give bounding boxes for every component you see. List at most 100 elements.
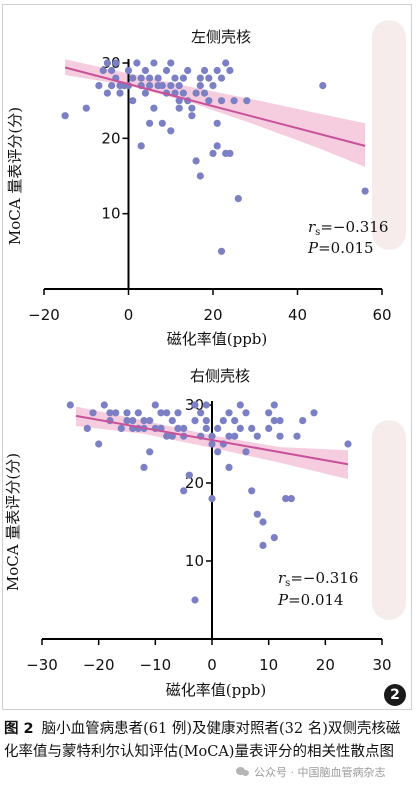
data-point [137, 74, 145, 82]
data-point [134, 409, 142, 417]
data-point [202, 417, 210, 425]
data-point [214, 424, 222, 432]
chart-title: 右侧壳核 [190, 367, 250, 385]
data-point [185, 471, 193, 479]
data-point [191, 401, 199, 409]
data-point [179, 89, 187, 97]
data-point [129, 417, 137, 425]
data-point [191, 596, 199, 604]
data-point [158, 82, 166, 90]
data-point [236, 401, 244, 409]
data-point [208, 495, 216, 503]
stat-correlation: rs=−0.316 [308, 218, 388, 238]
data-point [103, 59, 111, 67]
data-point [226, 66, 234, 75]
data-point [217, 247, 226, 255]
caption-label: 图 2 [4, 721, 34, 737]
data-point [196, 172, 204, 180]
data-point [197, 409, 205, 417]
data-point [196, 74, 204, 82]
data-point [108, 82, 116, 90]
y-tick-label: 20 [101, 129, 120, 147]
data-point [154, 74, 162, 82]
data-point [209, 149, 217, 157]
data-point [100, 401, 108, 409]
data-point [179, 74, 187, 82]
x-tick-label: 20 [203, 306, 222, 324]
data-point [319, 82, 327, 90]
data-point [146, 417, 154, 425]
data-point [171, 74, 179, 82]
data-point [66, 401, 74, 409]
caption-text: 脑小血管病患者(61 例)及健康对照者(32 名)双侧壳核磁化率值与蒙特利尔认知… [4, 721, 401, 760]
data-point [116, 89, 124, 97]
data-point [293, 432, 301, 440]
data-point [175, 82, 183, 90]
data-point [158, 119, 166, 127]
data-point [151, 401, 159, 409]
data-point [150, 104, 158, 112]
data-point [167, 82, 175, 90]
data-point [150, 59, 158, 67]
watermark-text: 公众号 · 中国脑血管病杂志 [254, 766, 386, 779]
data-point [209, 82, 217, 90]
data-point [243, 97, 251, 105]
data-point [163, 432, 171, 440]
data-point [167, 127, 175, 135]
data-point [225, 409, 233, 417]
data-point [253, 432, 261, 440]
x-axis-label: 磁化率值(ppb) [167, 330, 268, 348]
data-point [157, 409, 165, 417]
data-point [168, 417, 176, 425]
data-point [99, 66, 107, 75]
regression-line [75, 414, 349, 466]
data-point [213, 66, 221, 75]
x-tick-label: −30 [26, 656, 58, 674]
data-point [299, 417, 307, 425]
x-tick-label: 0 [124, 306, 134, 324]
data-point [106, 409, 114, 417]
data-point [162, 66, 171, 75]
data-point [129, 97, 137, 105]
data-point [146, 82, 154, 90]
data-point [123, 417, 131, 425]
data-point [200, 89, 209, 97]
data-point [213, 142, 221, 150]
data-point [230, 97, 238, 105]
data-point [95, 440, 103, 448]
data-point [202, 424, 210, 432]
data-point [103, 89, 111, 97]
data-point [167, 59, 175, 67]
data-point [208, 440, 216, 448]
data-point [222, 59, 230, 67]
data-point [174, 424, 182, 432]
figure-charts: 左侧壳核−200204060102030rs=−0.316P=0.015磁化率值… [4, 28, 392, 699]
data-point [226, 149, 234, 157]
data-point [200, 66, 209, 75]
data-point [344, 440, 352, 448]
data-point [141, 66, 149, 75]
data-point [82, 104, 90, 112]
data-point [213, 119, 221, 127]
data-point [270, 534, 278, 542]
data-point [225, 463, 233, 471]
data-point [108, 66, 116, 75]
y-axis-label: MoCA 量表评分(分) [4, 453, 22, 591]
background-decoration [372, 420, 406, 620]
figure-frame [2, 4, 412, 710]
x-axis-label: 磁化率值(ppb) [166, 681, 267, 699]
x-tick-label: −20 [28, 306, 60, 324]
stat-p-value: P=0.015 [307, 239, 374, 257]
data-point [124, 66, 133, 75]
data-point [205, 97, 213, 105]
data-point [192, 89, 200, 97]
data-point [133, 59, 141, 67]
y-tick-label: 10 [101, 205, 120, 223]
data-point [236, 424, 244, 432]
data-point [146, 119, 154, 127]
data-point [242, 409, 250, 417]
data-point [242, 448, 250, 456]
data-point [219, 417, 227, 425]
data-point [89, 409, 97, 417]
data-point [287, 495, 295, 503]
